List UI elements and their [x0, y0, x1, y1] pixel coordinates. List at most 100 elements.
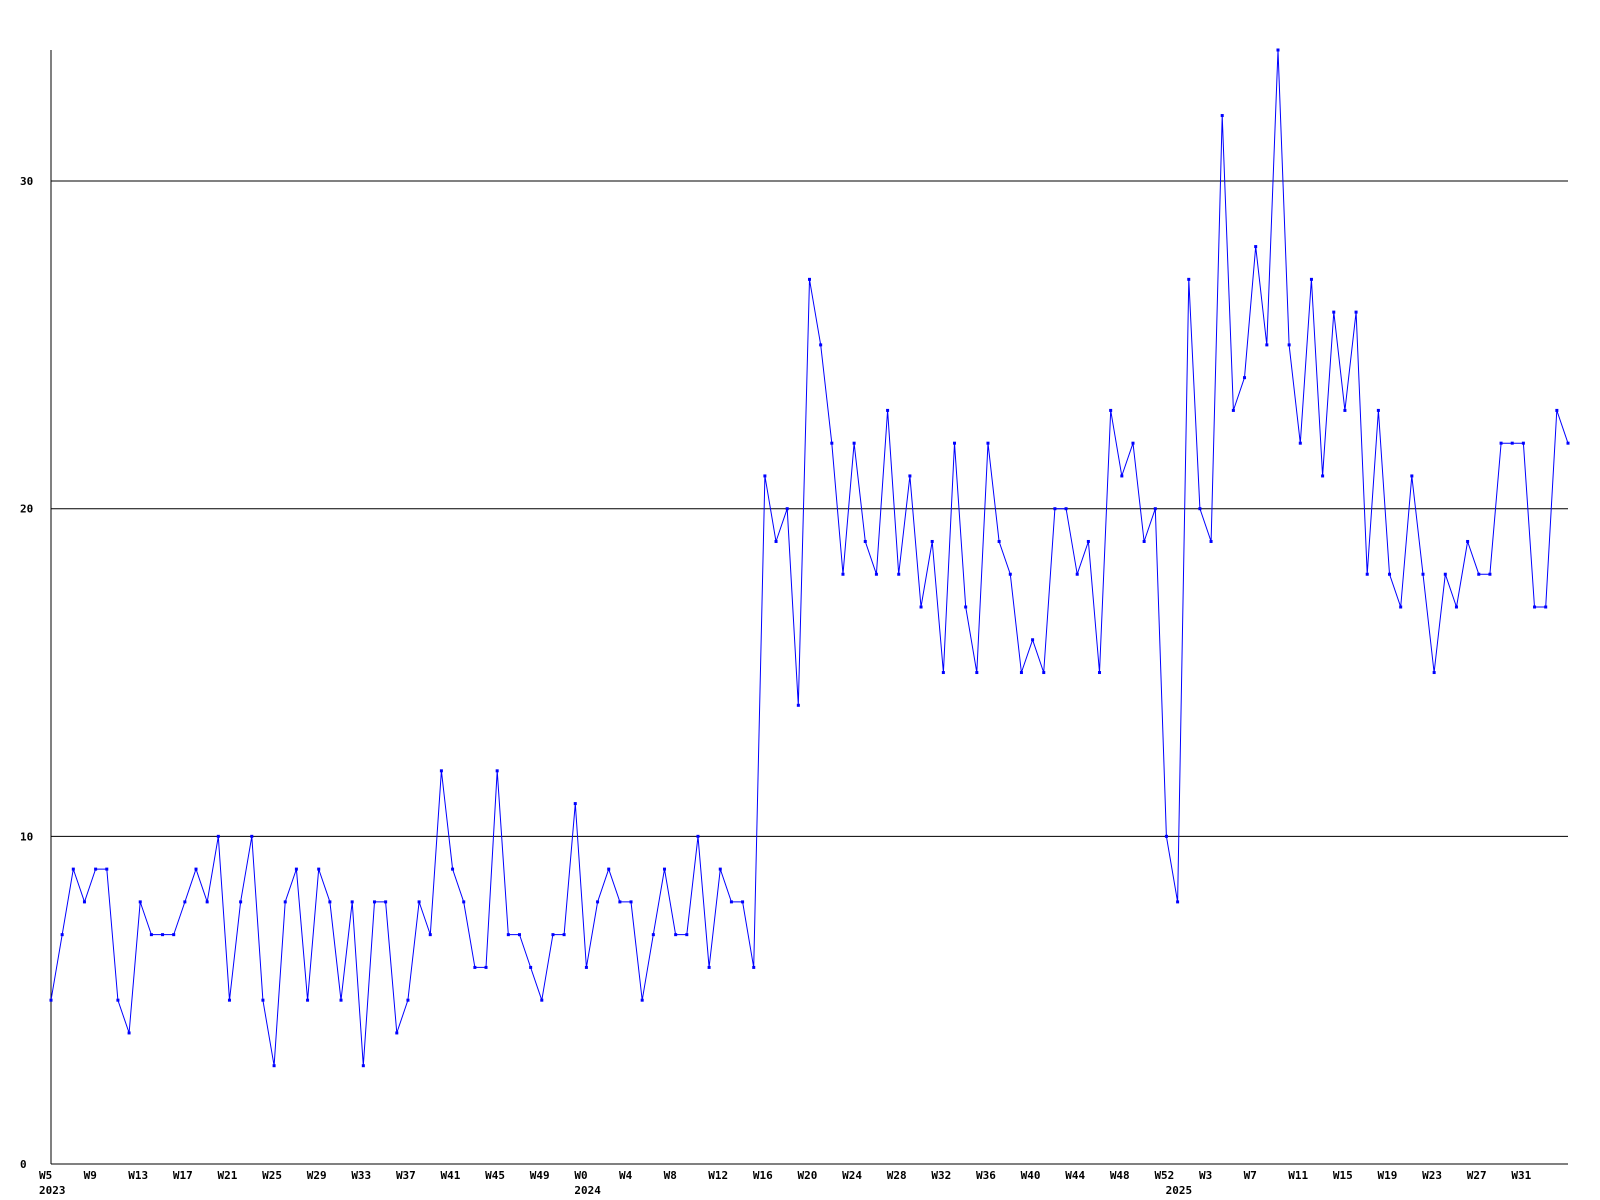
data-point: [1521, 441, 1525, 445]
x-year-label: 2023: [39, 1184, 66, 1197]
data-point: [1265, 343, 1269, 347]
data-point: [618, 900, 622, 904]
x-year-label: 2025: [1166, 1184, 1193, 1197]
data-point: [1019, 671, 1023, 675]
series-line: [49, 48, 1570, 1068]
data-point: [930, 539, 934, 543]
data-point: [172, 933, 176, 937]
data-point: [161, 933, 165, 937]
data-point: [707, 965, 711, 969]
data-point: [82, 900, 86, 904]
data-point: [372, 900, 376, 904]
y-tick-label: 30: [20, 175, 33, 188]
data-point: [1031, 638, 1035, 642]
data-point: [986, 441, 990, 445]
data-point: [395, 1031, 399, 1035]
data-point: [596, 900, 600, 904]
data-point: [328, 900, 332, 904]
data-point: [1533, 605, 1537, 609]
data-point: [1321, 474, 1325, 478]
data-point: [127, 1031, 131, 1035]
x-tick-label: W28: [887, 1169, 907, 1182]
x-tick-label: W7: [1244, 1169, 1257, 1182]
data-point: [49, 998, 53, 1002]
x-tick-label: W19: [1378, 1169, 1398, 1182]
data-point: [1432, 671, 1436, 675]
data-point: [1466, 539, 1470, 543]
y-axis-ticks: 0 10 20 30: [20, 175, 33, 1171]
data-point: [439, 769, 443, 773]
x-tick-label: W9: [84, 1169, 97, 1182]
x-tick-label: W33: [351, 1169, 371, 1182]
data-point: [651, 933, 655, 937]
data-point: [272, 1064, 276, 1068]
data-point: [1209, 539, 1213, 543]
data-point: [529, 965, 533, 969]
data-point: [406, 998, 410, 1002]
data-point: [1410, 474, 1414, 478]
data-point: [718, 867, 722, 871]
data-point: [239, 900, 243, 904]
x-tick-label: W4: [619, 1169, 633, 1182]
data-point: [1198, 507, 1202, 511]
data-point: [1421, 572, 1425, 576]
axes: [50, 50, 1568, 1165]
data-point: [551, 933, 555, 937]
x-year-label: 2024: [574, 1184, 601, 1197]
data-point: [1231, 408, 1235, 412]
x-tick-label: W0: [574, 1169, 587, 1182]
y-tick-label: 20: [20, 503, 33, 516]
data-point: [1153, 507, 1157, 511]
data-point: [573, 802, 577, 806]
data-point: [451, 867, 455, 871]
data-point: [71, 867, 75, 871]
data-point: [205, 900, 209, 904]
data-point: [1354, 310, 1358, 314]
data-point: [462, 900, 466, 904]
data-point: [1566, 441, 1570, 445]
data-point: [1510, 441, 1514, 445]
x-tick-label: W31: [1511, 1169, 1531, 1182]
data-point: [350, 900, 354, 904]
data-point: [339, 998, 343, 1002]
x-tick-label: W17: [173, 1169, 193, 1182]
data-point: [640, 998, 644, 1002]
data-point: [1086, 539, 1090, 543]
y-tick-label: 10: [20, 830, 33, 843]
data-point: [997, 539, 1001, 543]
data-point: [94, 867, 98, 871]
data-point: [696, 834, 700, 838]
data-point: [1477, 572, 1481, 576]
data-point: [1042, 671, 1046, 675]
data-point: [562, 933, 566, 937]
data-point: [1499, 441, 1503, 445]
data-point: [105, 867, 109, 871]
data-point: [852, 441, 856, 445]
x-tick-label: W49: [530, 1169, 550, 1182]
data-point: [953, 441, 957, 445]
data-point: [1287, 343, 1291, 347]
data-point: [1098, 671, 1102, 675]
data-point: [116, 998, 120, 1002]
data-point: [919, 605, 923, 609]
data-point: [283, 900, 287, 904]
data-point: [1120, 474, 1124, 478]
x-tick-label: W36: [976, 1169, 996, 1182]
data-point: [674, 933, 678, 937]
data-point: [808, 277, 811, 281]
data-point: [897, 572, 901, 576]
data-point: [1075, 572, 1079, 576]
data-point: [60, 933, 64, 937]
x-tick-label: W20: [798, 1169, 818, 1182]
x-tick-label: W27: [1467, 1169, 1487, 1182]
data-point: [1298, 441, 1302, 445]
data-point: [506, 933, 510, 937]
x-tick-label: W5: [39, 1169, 52, 1182]
data-point: [149, 933, 153, 937]
data-point: [629, 900, 633, 904]
data-point: [250, 834, 254, 838]
data-point: [1365, 572, 1369, 576]
data-point: [1187, 277, 1191, 281]
x-tick-label: W12: [708, 1169, 728, 1182]
